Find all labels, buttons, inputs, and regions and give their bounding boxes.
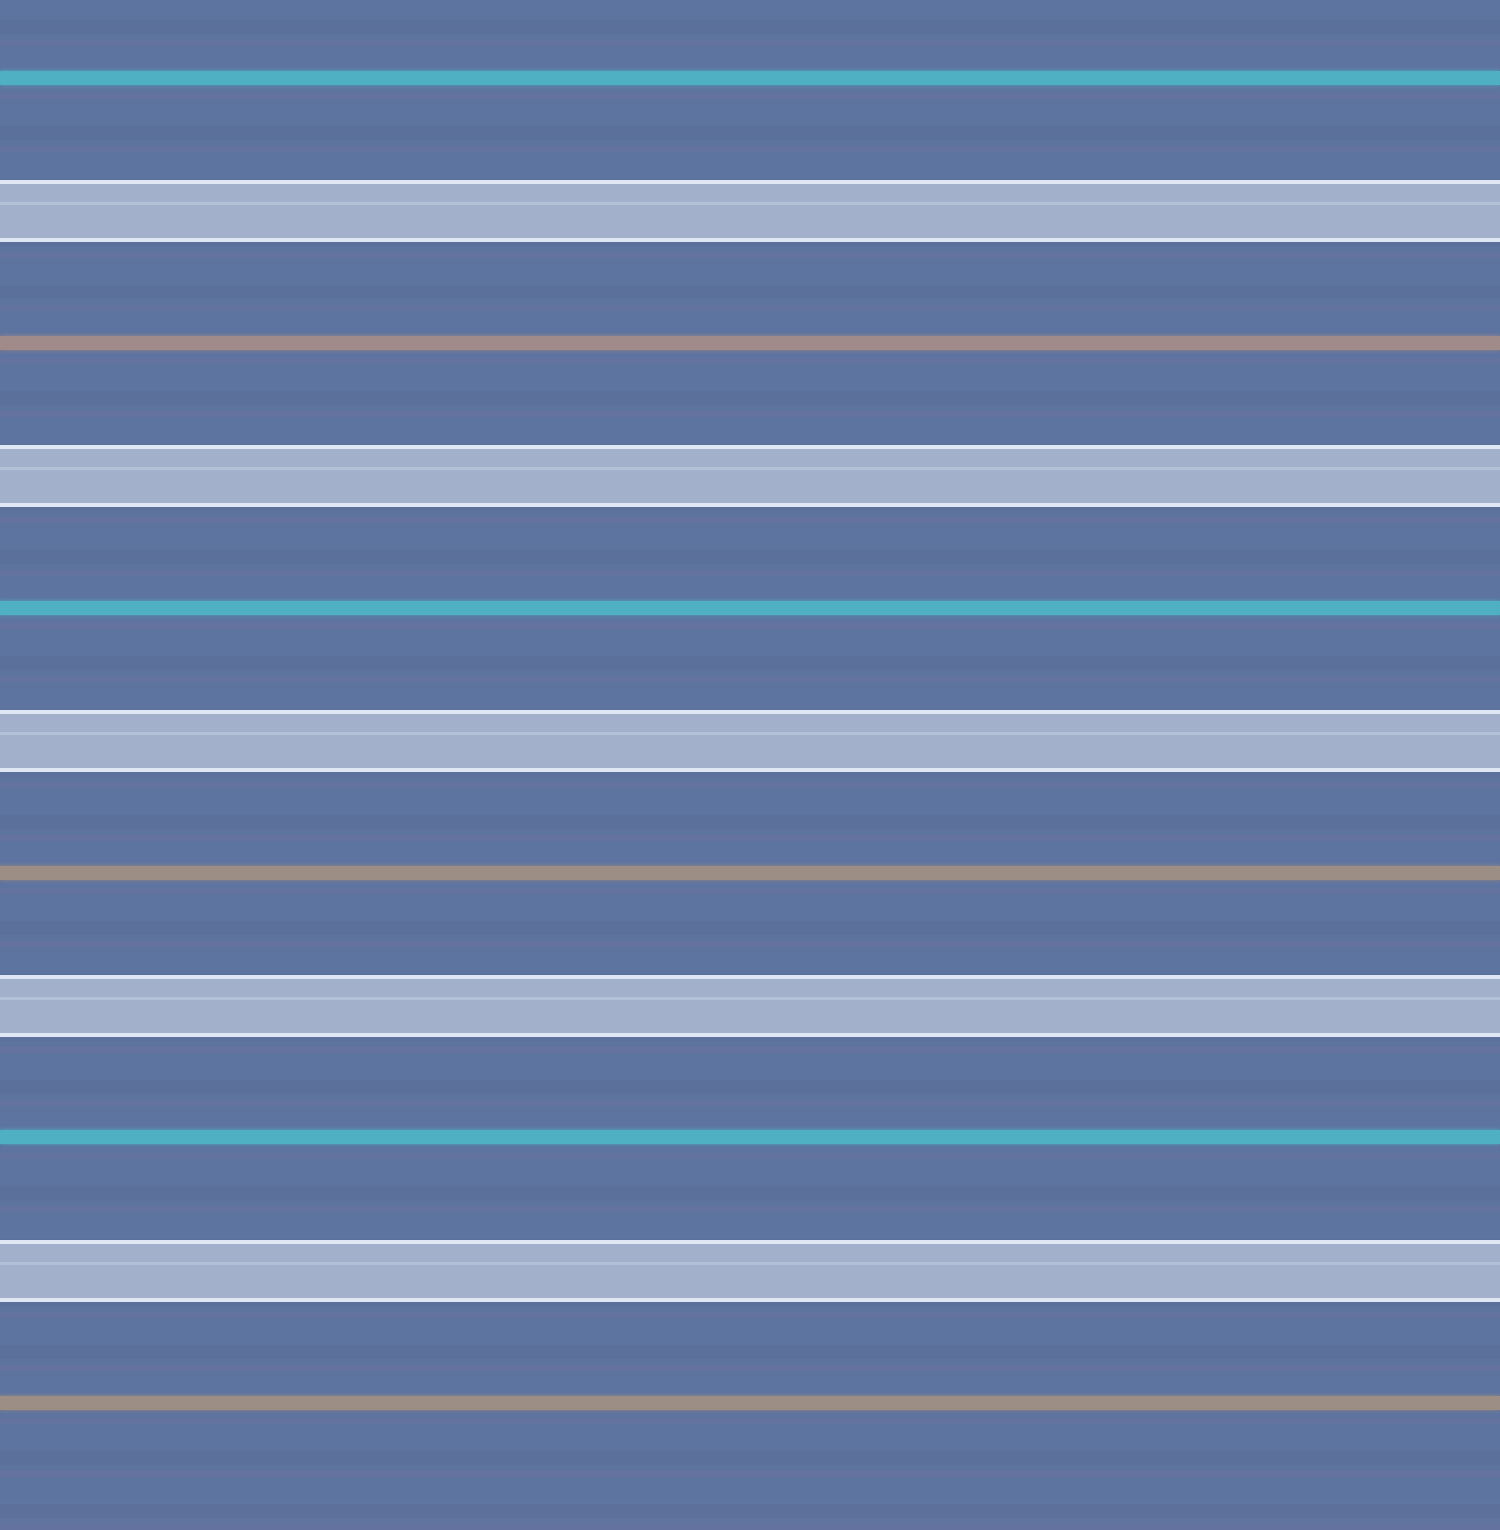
tint-stripe xyxy=(0,835,1500,841)
shade-stripe xyxy=(0,921,1500,935)
light-inner-stripe xyxy=(0,732,1500,735)
light-band-stripe xyxy=(0,180,1500,242)
light-edge-stripe xyxy=(0,238,1500,242)
accent-stripe xyxy=(0,866,1500,880)
light-band-stripe xyxy=(0,975,1500,1037)
tint-stripe xyxy=(0,411,1500,417)
light-edge-stripe xyxy=(0,975,1500,979)
shade-stripe xyxy=(0,1186,1500,1200)
tint-stripe xyxy=(0,570,1500,576)
tint-stripe xyxy=(0,1471,1500,1477)
tint-stripe xyxy=(0,1206,1500,1212)
light-band-stripe xyxy=(0,445,1500,507)
tint-stripe xyxy=(0,358,1500,364)
tint-stripe xyxy=(0,1418,1500,1424)
shade-stripe xyxy=(0,1504,1500,1518)
light-inner-stripe xyxy=(0,467,1500,470)
light-edge-stripe xyxy=(0,1298,1500,1302)
tint-stripe xyxy=(0,93,1500,99)
tint-stripe xyxy=(0,305,1500,311)
light-edge-stripe xyxy=(0,503,1500,507)
light-inner-stripe xyxy=(0,202,1500,205)
tint-stripe xyxy=(0,1100,1500,1106)
light-inner-stripe xyxy=(0,997,1500,1000)
accent-stripe xyxy=(0,601,1500,615)
shade-stripe xyxy=(0,1080,1500,1094)
light-band-stripe xyxy=(0,710,1500,772)
shade-stripe xyxy=(0,285,1500,299)
light-edge-stripe xyxy=(0,1033,1500,1037)
light-band-stripe xyxy=(0,1240,1500,1302)
tint-stripe xyxy=(0,1524,1500,1530)
tint-stripe xyxy=(0,1047,1500,1053)
light-edge-stripe xyxy=(0,710,1500,714)
light-edge-stripe xyxy=(0,445,1500,449)
shade-stripe xyxy=(0,391,1500,405)
tint-stripe xyxy=(0,782,1500,788)
light-inner-stripe xyxy=(0,1262,1500,1265)
tint-stripe xyxy=(0,676,1500,682)
shade-stripe xyxy=(0,550,1500,564)
tint-stripe xyxy=(0,888,1500,894)
shade-stripe xyxy=(0,126,1500,140)
tint-stripe xyxy=(0,1365,1500,1371)
shade-stripe xyxy=(0,20,1500,34)
shade-stripe xyxy=(0,1345,1500,1359)
tint-stripe xyxy=(0,146,1500,152)
shade-stripe xyxy=(0,1451,1500,1465)
accent-stripe xyxy=(0,1396,1500,1410)
shade-stripe xyxy=(0,656,1500,670)
accent-stripe xyxy=(0,71,1500,85)
light-edge-stripe xyxy=(0,180,1500,184)
tint-stripe xyxy=(0,1153,1500,1159)
accent-stripe xyxy=(0,336,1500,350)
accent-stripe xyxy=(0,1130,1500,1144)
shade-stripe xyxy=(0,815,1500,829)
tint-stripe xyxy=(0,40,1500,46)
tint-stripe xyxy=(0,623,1500,629)
tint-stripe xyxy=(0,252,1500,258)
light-edge-stripe xyxy=(0,1240,1500,1244)
tint-stripe xyxy=(0,941,1500,947)
tint-stripe xyxy=(0,1312,1500,1318)
light-edge-stripe xyxy=(0,768,1500,772)
tint-stripe xyxy=(0,517,1500,523)
